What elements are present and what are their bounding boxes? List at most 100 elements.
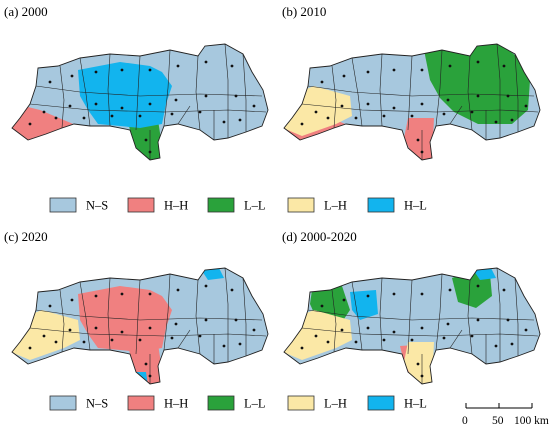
county-seat-a-3 [120, 68, 124, 72]
county-seat-b-25 [416, 138, 420, 142]
outline-b [283, 43, 541, 161]
county-seat-d-10 [366, 326, 370, 330]
county-seat-c-9 [68, 328, 72, 332]
county-seat-b-6 [476, 60, 480, 64]
county-seat-a-17 [28, 122, 32, 126]
county-seat-b-13 [446, 98, 450, 102]
county-seat-d-5 [448, 288, 452, 292]
county-seat-d-17 [300, 346, 304, 350]
county-seat-d-22 [442, 336, 446, 340]
county-boundary-c-1 [79, 281, 91, 351]
county-seat-b-5 [448, 64, 452, 68]
county-seat-c-22 [170, 336, 174, 340]
panel-title-d: (d) 2000-2020 [282, 229, 357, 244]
county-seat-a-0 [48, 80, 52, 84]
county-boundary-b-9 [301, 103, 539, 113]
county-seat-d-20 [382, 338, 386, 342]
county-seat-a-10 [94, 102, 98, 106]
region-b-L-H-west-inland [284, 86, 352, 136]
county-boundary-c-0 [59, 289, 65, 353]
county-seat-d-13 [446, 322, 450, 326]
county-seat-b-19 [354, 116, 358, 120]
county-seat-c-26 [148, 374, 152, 378]
county-seat-c-5 [176, 288, 180, 292]
county-seat-a-27 [238, 118, 242, 122]
outline-c [11, 267, 269, 385]
legend-bottom-swatch-L-H [287, 395, 315, 411]
county-boundary-d-7 [514, 277, 519, 356]
region-d-L-H-south-peninsula [404, 342, 434, 384]
legend-top-swatch-L-L [207, 197, 235, 213]
county-seat-d-7 [502, 288, 506, 292]
county-seat-a-19 [82, 116, 86, 120]
scale-label-100: 100 km [514, 415, 549, 427]
county-boundary-a-4 [163, 49, 171, 127]
legend-top-label-H-H: H–H [164, 199, 188, 213]
county-seat-a-24 [222, 120, 226, 124]
county-seat-d-21 [410, 338, 414, 342]
legend-bottom-swatch-L-L [207, 395, 235, 411]
county-seat-d-25 [416, 362, 420, 366]
county-seat-a-15 [234, 94, 238, 98]
county-seat-b-7 [502, 64, 506, 68]
county-seat-b-0 [320, 80, 324, 84]
county-boundary-b-11 [449, 105, 463, 125]
county-boundary-d-1 [351, 281, 363, 351]
legend-bottom-swatch-H-L [367, 395, 395, 411]
county-seat-b-20 [382, 114, 386, 118]
county-boundary-c-3 [135, 279, 141, 355]
region-b-L-L-east-cluster [424, 44, 530, 124]
scale-bar: 0 50 100 km [462, 403, 549, 427]
county-seat-c-7 [230, 288, 234, 292]
county-seat-c-15 [234, 318, 238, 322]
county-seat-b-22 [442, 112, 446, 116]
legend-top-label-H-L: H–L [404, 199, 427, 213]
county-seat-a-22 [170, 112, 174, 116]
county-boundary-d-4 [435, 273, 443, 351]
county-boundary-b-0 [331, 65, 337, 129]
county-seat-b-26 [420, 150, 424, 154]
map-panel-b [283, 43, 541, 161]
county-seat-c-13 [174, 322, 178, 326]
legend-top-swatch-H-L [367, 197, 395, 213]
county-boundary-a-0 [59, 65, 65, 129]
county-boundary-a-6 [224, 44, 229, 138]
region-c-L-H-west-inland [12, 310, 80, 360]
county-seat-d-4 [420, 292, 424, 296]
county-seat-d-26 [420, 374, 424, 378]
county-seat-a-1 [70, 74, 74, 78]
county-seat-d-8 [314, 334, 318, 338]
county-seat-c-21 [138, 338, 142, 342]
county-boundary-c-2 [107, 277, 111, 351]
county-seat-d-23 [470, 334, 474, 338]
county-seat-d-18 [326, 340, 330, 344]
county-boundary-d-6 [496, 268, 501, 362]
region-d-L-H-west-inland [284, 310, 352, 360]
county-seat-c-12 [148, 326, 152, 330]
county-boundary-c-6 [224, 268, 229, 362]
county-boundary-a-8 [35, 85, 263, 97]
county-boundary-d-8 [307, 309, 535, 321]
county-seat-d-9 [340, 328, 344, 332]
county-seat-c-16 [252, 328, 256, 332]
county-seat-c-25 [144, 362, 148, 366]
county-seat-c-11 [120, 330, 124, 334]
county-boundary-b-5 [467, 55, 473, 131]
county-seat-a-7 [230, 64, 234, 68]
county-seat-c-27 [238, 342, 242, 346]
legend-bottom-label-L-H: L–H [324, 397, 347, 411]
map-panel-c [11, 267, 269, 385]
county-boundary-b-1 [351, 57, 363, 127]
county-boundary-a-9 [29, 103, 267, 113]
region-c-H-L-south-tip [132, 372, 148, 384]
county-seat-b-18 [326, 116, 330, 120]
legend-top: N–S H–H L–L L–H H–L [49, 197, 427, 213]
county-seat-b-12 [420, 102, 424, 106]
county-seat-d-2 [366, 294, 370, 298]
region-b-H-H-south-peninsula [404, 118, 434, 160]
county-seat-c-17 [28, 346, 32, 350]
county-seat-d-14 [476, 318, 480, 322]
county-seat-b-1 [342, 74, 346, 78]
county-seat-a-25 [144, 138, 148, 142]
county-seat-a-13 [174, 98, 178, 102]
